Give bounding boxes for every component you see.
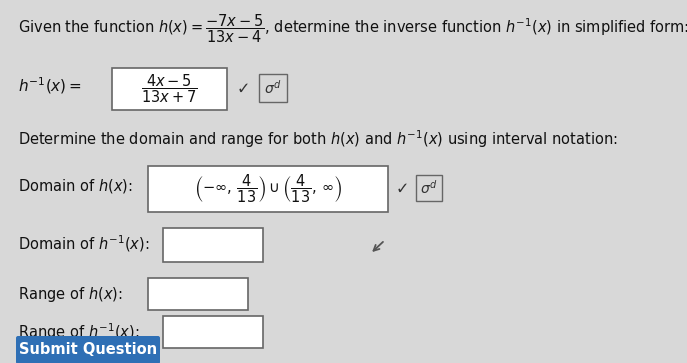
- Text: Domain of $h(x)$:: Domain of $h(x)$:: [18, 177, 133, 195]
- Text: Domain of $h^{-1}(x)$:: Domain of $h^{-1}(x)$:: [18, 234, 150, 254]
- Text: Range of $h^{-1}(x)$:: Range of $h^{-1}(x)$:: [18, 321, 139, 343]
- Text: Range of $h(x)$:: Range of $h(x)$:: [18, 285, 123, 303]
- Text: Given the function $h(x) = \dfrac{-7x-5}{13x-4}$, determine the inverse function: Given the function $h(x) = \dfrac{-7x-5}…: [18, 12, 687, 45]
- Bar: [148, 166, 388, 212]
- Bar: [148, 278, 248, 310]
- Text: $\left(-\infty,\,\dfrac{4}{13}\right)\cup\left(\dfrac{4}{13},\,\infty\right)$: $\left(-\infty,\,\dfrac{4}{13}\right)\cu…: [194, 173, 342, 205]
- Bar: [163, 316, 263, 348]
- FancyBboxPatch shape: [16, 336, 160, 363]
- Bar: [163, 228, 263, 262]
- Text: Submit Question: Submit Question: [19, 343, 157, 358]
- Text: $\sigma^{d}$: $\sigma^{d}$: [264, 79, 282, 97]
- Text: ✓: ✓: [396, 182, 409, 196]
- Bar: [259, 74, 287, 102]
- Text: $h^{-1}(x) =$: $h^{-1}(x) =$: [18, 76, 82, 96]
- Text: $\dfrac{4x-5}{13x+7}$: $\dfrac{4x-5}{13x+7}$: [142, 73, 198, 105]
- Text: Determine the domain and range for both $h(x)$ and $h^{-1}(x)$ using interval no: Determine the domain and range for both …: [18, 128, 618, 150]
- Text: $\sigma^{d}$: $\sigma^{d}$: [420, 179, 438, 197]
- Text: ✓: ✓: [237, 82, 250, 97]
- Bar: [416, 175, 442, 201]
- Bar: [112, 68, 227, 110]
